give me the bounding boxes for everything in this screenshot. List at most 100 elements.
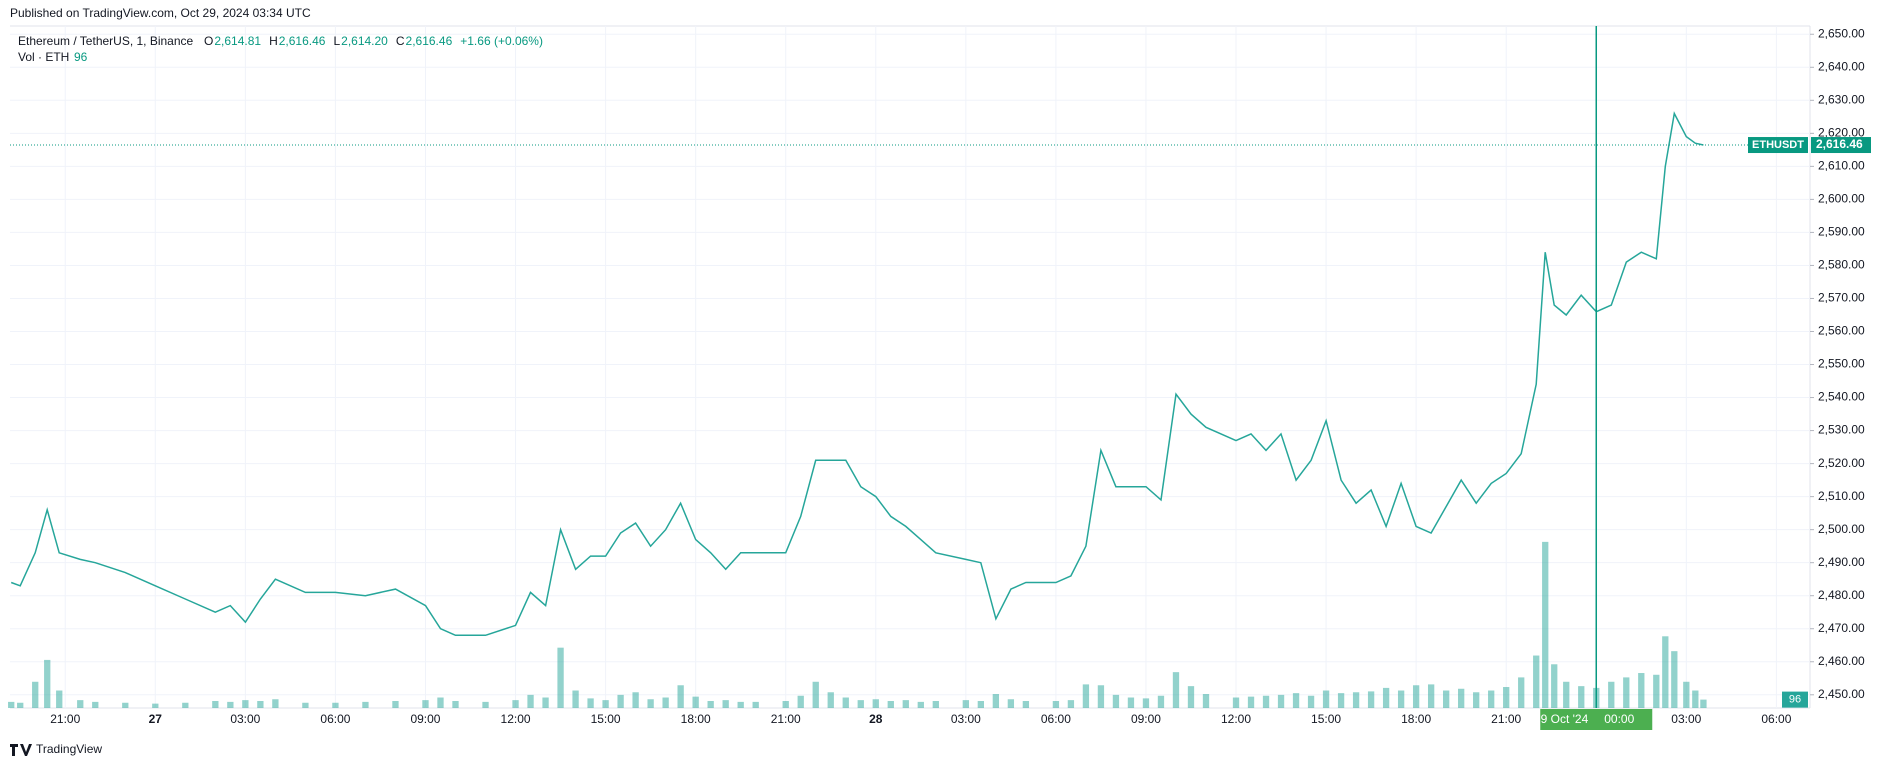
volume-bar xyxy=(1397,690,1405,708)
volume-bar xyxy=(1127,697,1135,708)
volume-bar xyxy=(1367,691,1375,708)
x-tick-label: 06:00 xyxy=(1761,712,1791,726)
volume-bar xyxy=(482,701,489,708)
y-tick-label: 2,620.00 xyxy=(1818,126,1865,140)
y-tick-label: 2,600.00 xyxy=(1818,192,1865,206)
crosshair-label-bg xyxy=(1540,709,1653,730)
volume-bar xyxy=(8,701,15,708)
symbol-title: Ethereum / TetherUS, 1, Binance xyxy=(18,34,194,48)
y-tick-label: 2,520.00 xyxy=(1818,456,1865,470)
volume-bar xyxy=(1458,688,1465,708)
volume-bar xyxy=(1412,685,1420,708)
y-tick-label: 2,550.00 xyxy=(1818,357,1865,371)
y-tick-label: 2,510.00 xyxy=(1818,489,1865,503)
brand: TradingView xyxy=(10,742,102,756)
y-tick-label: 2,450.00 xyxy=(1818,687,1865,701)
ohlc-value: 2,616.46 xyxy=(406,34,453,48)
volume-bar xyxy=(1232,697,1240,708)
x-tick-label: 03:00 xyxy=(1671,712,1701,726)
volume-bar xyxy=(617,694,624,708)
x-tick-label: 06:00 xyxy=(1041,712,1071,726)
y-tick-label: 2,650.00 xyxy=(1818,26,1865,40)
x-tick-label: 15:00 xyxy=(591,712,621,726)
volume-bar xyxy=(1488,690,1495,708)
volume-bar xyxy=(1202,694,1210,708)
brand-logo xyxy=(10,744,32,756)
volume-bar xyxy=(1382,687,1390,708)
x-tick-label: 09:00 xyxy=(1131,712,1161,726)
price-tag-bg xyxy=(1811,137,1871,154)
volume-bar xyxy=(602,700,609,708)
volume-bar xyxy=(1007,699,1015,708)
volume-bar xyxy=(56,690,63,708)
x-tick-label: 09:00 xyxy=(410,712,440,726)
x-tick-label: 12:00 xyxy=(501,712,531,726)
volume-bar xyxy=(1322,690,1330,708)
volume-bar xyxy=(647,699,654,708)
y-tick-label: 2,610.00 xyxy=(1818,159,1865,173)
volume-bar xyxy=(977,701,984,708)
volume-bar xyxy=(122,702,129,708)
volume-bar xyxy=(632,692,639,708)
labels: 2,450.00 2,460.00 2,470.00 2,480.00 2,490.00… xyxy=(50,26,1871,730)
x-tick-label: 03:00 xyxy=(230,712,260,726)
volume-legend-value: 96 xyxy=(74,50,88,64)
volume-bar xyxy=(1563,681,1570,708)
volume-bar xyxy=(917,701,924,708)
volume-bar xyxy=(527,694,534,708)
volume-bar xyxy=(422,700,429,708)
x-tick-label: 28 xyxy=(869,712,883,726)
volume-bar xyxy=(572,690,579,708)
volume-bar xyxy=(1578,686,1585,708)
x-tick-label: 12:00 xyxy=(1221,712,1251,726)
volume-bar xyxy=(557,647,564,708)
volume-bar xyxy=(212,701,219,708)
y-tick-label: 2,530.00 xyxy=(1818,423,1865,437)
volume-bar xyxy=(1427,684,1435,708)
volume-bar xyxy=(1187,686,1195,708)
ohlc-value: 2,616.46 xyxy=(279,34,326,48)
volume-bar xyxy=(1692,690,1699,708)
volume-bar xyxy=(842,697,849,708)
ohlc-key: C xyxy=(396,34,405,48)
symbol-tag: ETHUSDT xyxy=(1752,139,1804,151)
volume-bar xyxy=(152,703,159,708)
volume-bar xyxy=(1142,698,1150,708)
volume-bar xyxy=(1292,693,1300,708)
y-tick-label: 2,560.00 xyxy=(1818,324,1865,338)
volume-legend-name: Vol · ETH xyxy=(18,50,69,64)
volume-bar xyxy=(1067,700,1075,708)
volume-bar xyxy=(1307,695,1315,708)
volume-bar xyxy=(362,701,369,708)
volume-bar xyxy=(1052,701,1060,708)
y-tick-label: 2,580.00 xyxy=(1818,258,1865,272)
x-tick-label: 15:00 xyxy=(1311,712,1341,726)
volume-bar xyxy=(77,700,84,708)
price-tag: 2,616.46 xyxy=(1816,137,1863,151)
volume-bar xyxy=(1700,699,1707,708)
volume-bar xyxy=(722,700,729,708)
volume-bar xyxy=(1022,701,1030,708)
volume-bar xyxy=(1247,696,1255,708)
volume-bar xyxy=(1473,692,1480,708)
volume-bar xyxy=(437,697,444,708)
x-tick-label: 18:00 xyxy=(1401,712,1431,726)
volume-bar xyxy=(1082,684,1090,708)
volume-bar xyxy=(302,702,309,708)
volume-bar xyxy=(782,701,789,708)
change: +1.66 (+0.06%) xyxy=(460,34,543,48)
volume-bar xyxy=(932,701,939,708)
ohlc-key: H xyxy=(269,34,278,48)
volume-bar xyxy=(1503,687,1510,708)
volume-bar xyxy=(92,701,99,708)
volume-bar xyxy=(1172,672,1180,708)
volume-bar xyxy=(887,701,894,708)
y-tick-label: 2,470.00 xyxy=(1818,621,1865,635)
ohlc-legend: O 2,614.81 H 2,616.46 L 2,614.20 C 2,616.46 +1.6… xyxy=(204,34,543,48)
volume-bar xyxy=(872,699,879,708)
volume-bar xyxy=(812,681,819,708)
volume-bar xyxy=(1443,690,1450,708)
marks xyxy=(8,111,1810,708)
ohlc-key: O xyxy=(204,34,213,48)
